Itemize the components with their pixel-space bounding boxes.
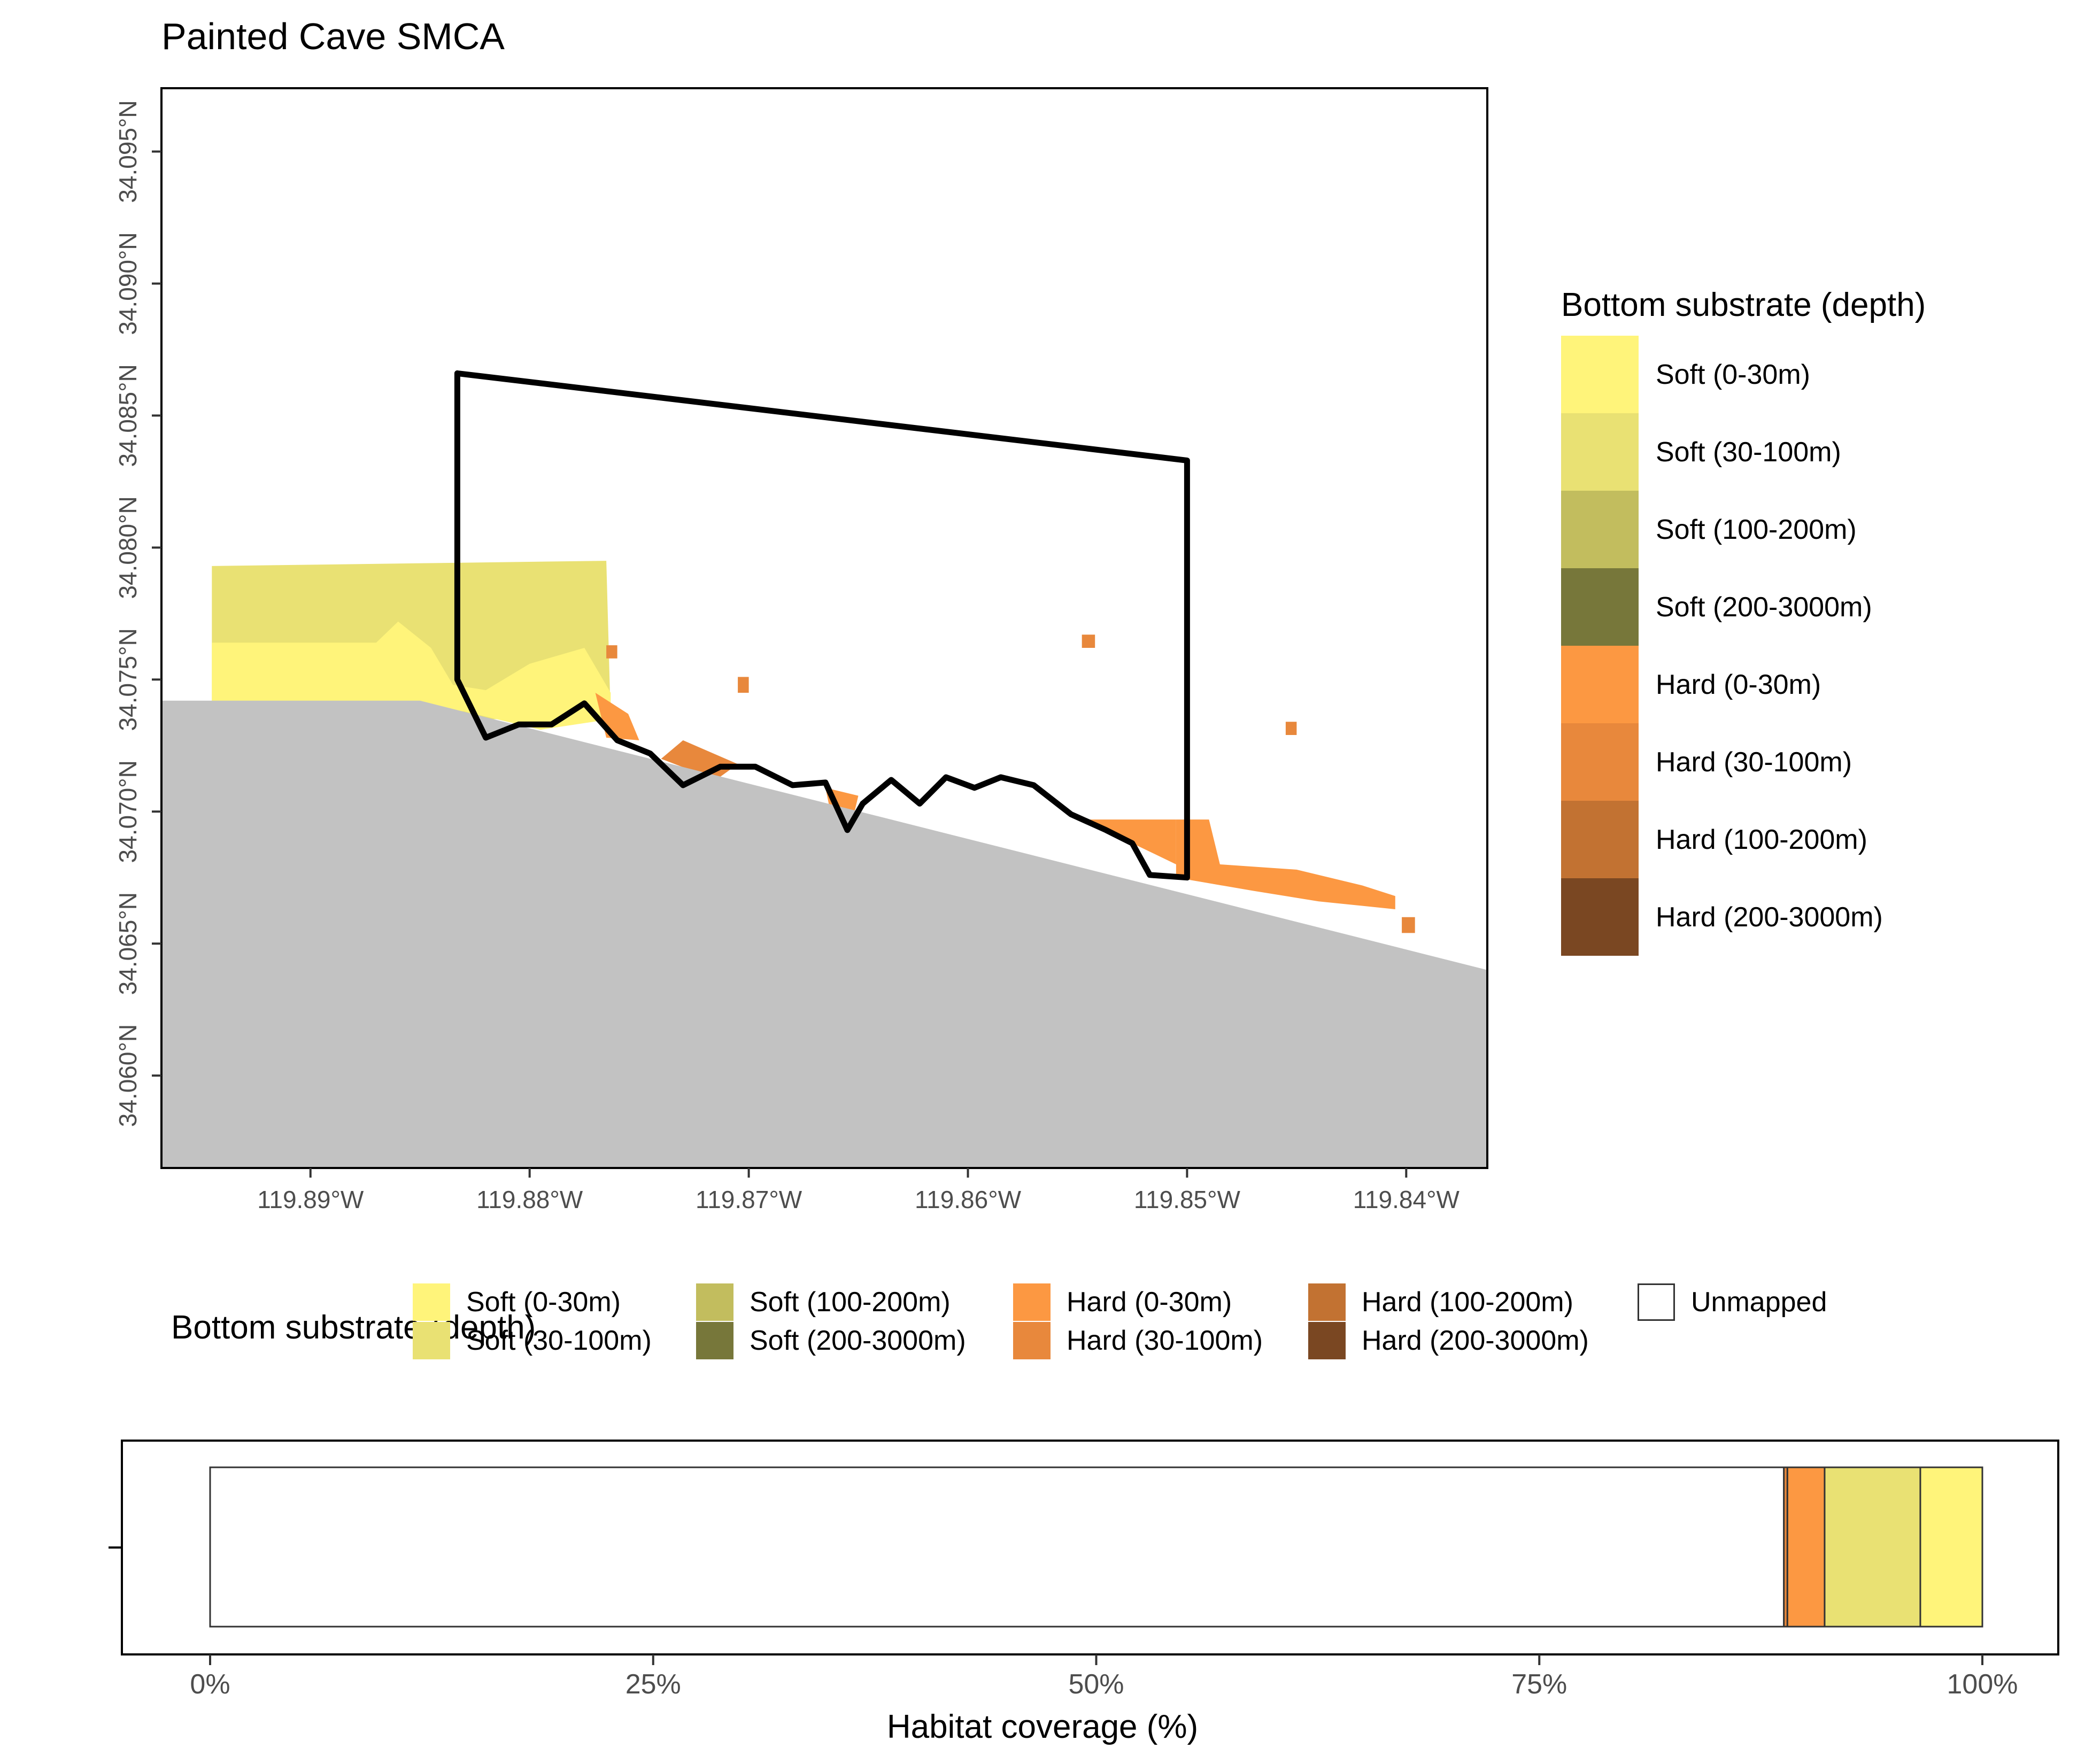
bar-x-tick-label: 25% — [626, 1669, 681, 1700]
legend-key-swatch — [696, 1283, 733, 1321]
legend-bottom-item: Hard (100-200m) — [1308, 1283, 1573, 1321]
bar-segment-soft-30-100 — [1824, 1466, 1921, 1628]
legend-key-swatch — [1638, 1283, 1675, 1321]
legend-item-label: Unmapped — [1691, 1287, 1827, 1318]
legend-bottom-item: Hard (0-30m) — [1013, 1283, 1232, 1321]
bar-segment-soft-0-30 — [1919, 1466, 1983, 1628]
legend-item-label: Hard (200-3000m) — [1362, 1325, 1589, 1356]
legend-key-swatch — [1561, 336, 1639, 413]
legend-key-swatch — [1561, 801, 1639, 878]
legend-right-item: Hard (0-30m) — [1561, 646, 1926, 723]
map-y-tick-label: 34.080°N — [114, 496, 142, 599]
legend-right-item: Hard (200-3000m) — [1561, 878, 1926, 956]
map-y-tick-label: 34.075°N — [114, 628, 142, 731]
bar-x-axis-title: Habitat coverage (%) — [886, 1708, 1199, 1745]
map-y-tick-label: 34.070°N — [114, 760, 142, 863]
legend-bottom-item: Soft (200-3000m) — [696, 1321, 966, 1360]
bar-x-tick-label: 100% — [1947, 1669, 2018, 1700]
legend-key-swatch — [1013, 1283, 1051, 1321]
legend-right-item: Soft (200-3000m) — [1561, 568, 1926, 646]
legend-right: Bottom substrate (depth) Soft (0-30m) Sof… — [1561, 286, 1926, 956]
legend-item-label: Soft (30-100m) — [1656, 436, 1841, 468]
legend-item-label: Soft (30-100m) — [466, 1325, 652, 1356]
legend-item-label: Soft (0-30m) — [466, 1287, 621, 1318]
habitat-hard-30-100-area — [1402, 917, 1415, 933]
legend-item-label: Soft (0-30m) — [1656, 359, 1810, 390]
map-y-tick-label: 34.085°N — [114, 364, 142, 467]
legend-item-label: Hard (0-30m) — [1656, 669, 1821, 700]
legend-right-item: Soft (30-100m) — [1561, 413, 1926, 491]
legend-right-item: Hard (100-200m) — [1561, 801, 1926, 878]
legend-item-label: Soft (200-3000m) — [1656, 591, 1872, 623]
legend-bottom-item: Hard (30-100m) — [1013, 1321, 1263, 1360]
legend-bottom-item: Soft (100-200m) — [696, 1283, 951, 1321]
legend-key-swatch — [1561, 646, 1639, 723]
legend-item-label: Hard (200-3000m) — [1656, 901, 1883, 933]
map-x-tick-label: 119.86°W — [915, 1186, 1022, 1213]
legend-bottom-item: Hard (200-3000m) — [1308, 1321, 1589, 1360]
land-area — [161, 700, 1487, 1168]
map-x-tick-label: 119.88°W — [476, 1186, 583, 1213]
legend-right-item: Soft (0-30m) — [1561, 336, 1926, 413]
legend-item-label: Soft (100-200m) — [1656, 514, 1857, 545]
bar-segment-hard-0-30 — [1786, 1466, 1826, 1628]
legend-bottom-item: Soft (0-30m) — [413, 1283, 621, 1321]
legend-item-label: Hard (30-100m) — [1656, 746, 1852, 778]
habitat-hard-30-100-area — [1082, 635, 1095, 648]
habitat-hard-0-30-area — [1176, 819, 1395, 909]
map-x-tick-label: 119.84°W — [1353, 1186, 1460, 1213]
map-y-tick-label: 34.060°N — [114, 1024, 142, 1127]
habitat-map: 119.89°W 119.88°W 119.87°W 119.86°W 119.85°W… — [114, 87, 1488, 1213]
legend-key-swatch — [1561, 491, 1639, 568]
bar-segment-unmapped — [209, 1466, 1785, 1628]
legend-key-swatch — [413, 1322, 450, 1359]
map-panel-border — [160, 87, 1488, 1169]
legend-bottom-item: Unmapped — [1638, 1283, 1827, 1321]
map-y-tick-label: 34.065°N — [114, 892, 142, 995]
legend-key-swatch — [696, 1322, 733, 1359]
legend-item-label: Hard (100-200m) — [1656, 824, 1867, 855]
legend-key-swatch — [1561, 413, 1639, 491]
legend-item-label: Hard (30-100m) — [1067, 1325, 1263, 1356]
legend-bottom-item: Soft (30-100m) — [413, 1321, 652, 1360]
habitat-hard-30-100-area — [606, 645, 617, 659]
map-x-tick-label: 119.85°W — [1134, 1186, 1241, 1213]
legend-key-swatch — [1308, 1322, 1346, 1359]
legend-right-item: Soft (100-200m) — [1561, 491, 1926, 568]
bar-x-tick-label: 75% — [1511, 1669, 1567, 1700]
legend-item-label: Hard (0-30m) — [1067, 1287, 1232, 1318]
legend-bottom: Bottom substrate (depth) Soft (0-30m) Sof… — [171, 1283, 2074, 1374]
legend-key-swatch — [1013, 1322, 1051, 1359]
legend-key-swatch — [1561, 723, 1639, 801]
map-x-tick-label: 119.89°W — [257, 1186, 364, 1213]
legend-right-item: Hard (30-100m) — [1561, 723, 1926, 801]
legend-key-swatch — [1561, 878, 1639, 956]
legend-key-swatch — [1308, 1283, 1346, 1321]
habitat-hard-30-100-area — [1285, 722, 1297, 735]
map-y-tick-label: 34.090°N — [114, 232, 142, 335]
legend-key-swatch — [413, 1283, 450, 1321]
legend-item-label: Hard (100-200m) — [1362, 1287, 1573, 1318]
map-x-tick-label: 119.87°W — [696, 1186, 802, 1213]
map-title: Painted Cave SMCA — [161, 16, 505, 57]
legend-bottom-title: Bottom substrate (depth) — [171, 1309, 536, 1346]
legend-right-title: Bottom substrate (depth) — [1561, 287, 1926, 323]
habitat-hard-30-100-area — [738, 677, 749, 693]
legend-right-items: Soft (0-30m) Soft (30-100m) Soft (100-200m… — [1561, 336, 1926, 956]
bar-x-tick-label: 50% — [1068, 1669, 1124, 1700]
mpa-boundary — [454, 370, 1190, 881]
bar-x-tick-label: 0% — [190, 1669, 230, 1700]
legend-item-label: Soft (100-200m) — [750, 1287, 951, 1318]
legend-key-swatch — [1561, 568, 1639, 646]
legend-item-label: Soft (200-3000m) — [750, 1325, 966, 1356]
map-y-tick-label: 34.095°N — [114, 100, 142, 203]
